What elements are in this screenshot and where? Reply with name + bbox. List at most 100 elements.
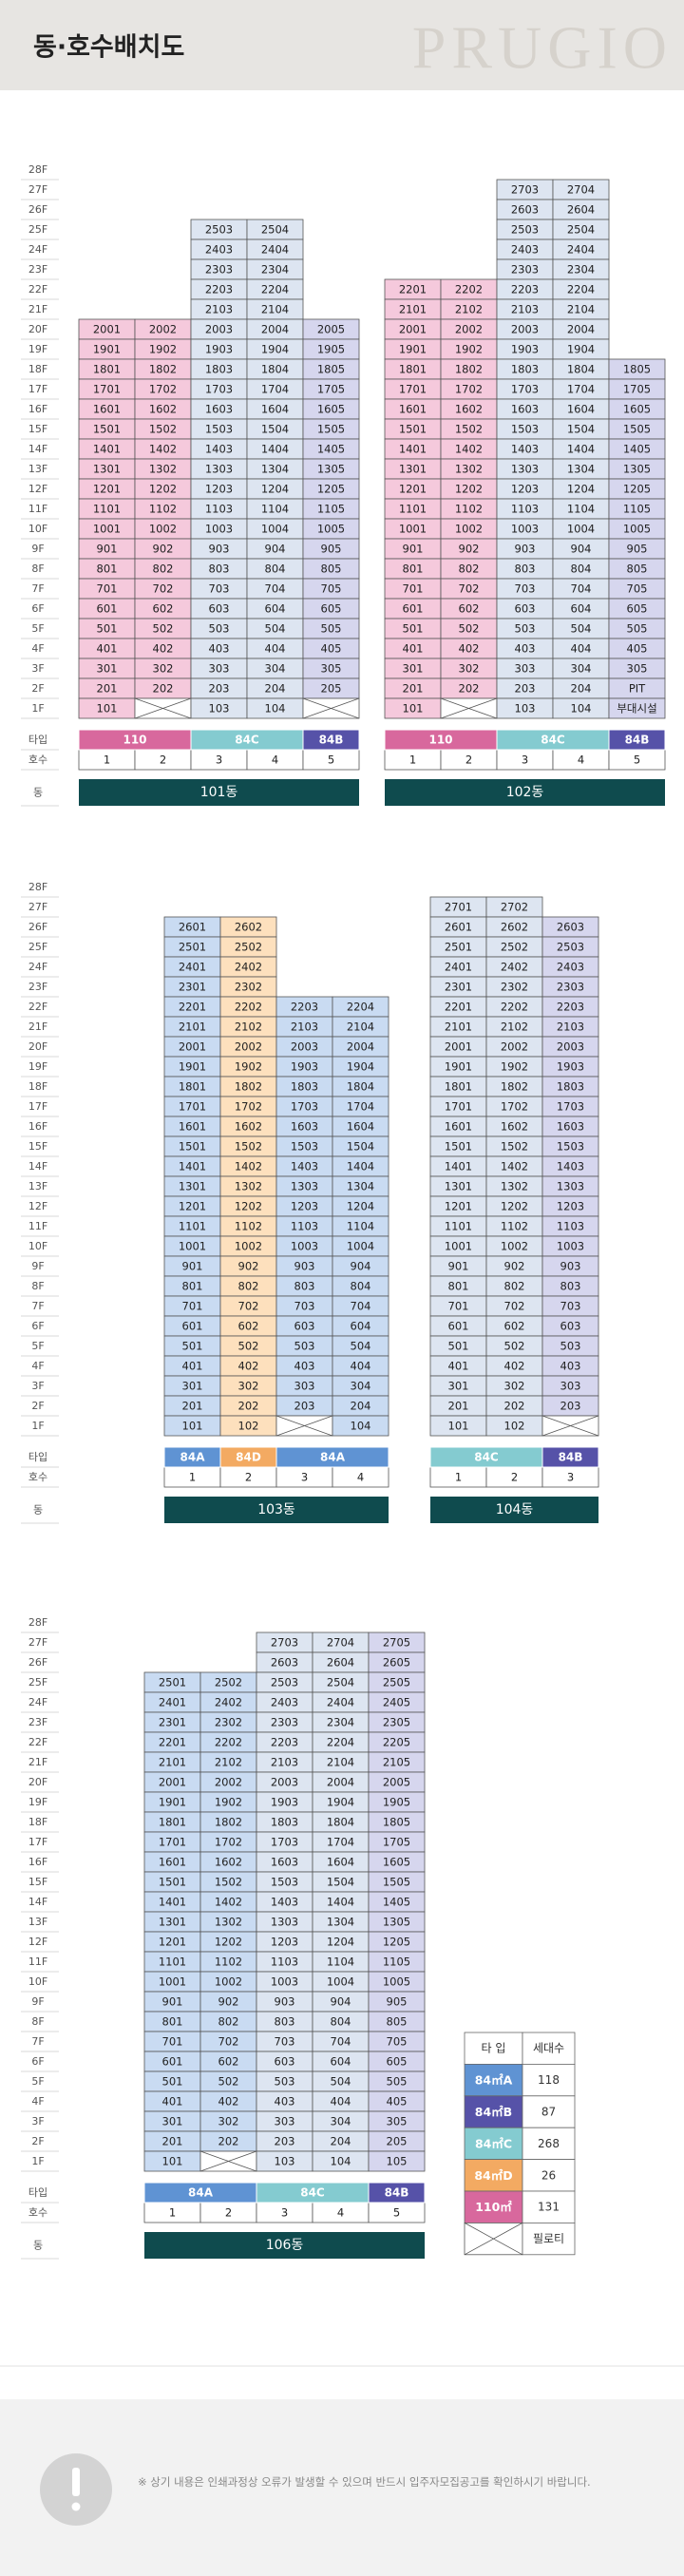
unit-number: 1203	[557, 1200, 584, 1213]
unit-number: 2505	[383, 1676, 410, 1689]
floor-label: 20F	[28, 323, 48, 335]
unit-number: 901	[162, 1995, 183, 2009]
unit-number: 2303	[271, 1716, 298, 1729]
legend-header: 세대수	[533, 2042, 564, 2055]
unit-number: 1202	[149, 483, 177, 496]
unit-number: 605	[321, 602, 342, 616]
unit-number: 503	[515, 622, 536, 636]
unit-number: 2003	[271, 1776, 298, 1789]
unit-number: 1002	[215, 1975, 242, 1989]
unit-number: 2304	[327, 1716, 354, 1729]
unit-number: 1705	[383, 1836, 410, 1849]
line-number: 4	[578, 754, 584, 767]
unit-number: 1702	[235, 1100, 262, 1114]
unit-number: 1202	[235, 1200, 262, 1213]
unit-number: 901	[182, 1260, 203, 1273]
unit-number: 602	[153, 602, 174, 616]
page-title: 동·호수배치도	[33, 33, 184, 63]
line-number: 3	[216, 754, 222, 767]
unit-number: 1503	[271, 1876, 298, 1889]
unit-number: 1801	[159, 1816, 186, 1829]
unit-number: 805	[387, 2015, 408, 2029]
unit-number: 504	[351, 1340, 371, 1353]
unit-number: 801	[97, 563, 118, 576]
line-number: 1	[169, 2206, 176, 2220]
floor-label: 7F	[31, 1300, 44, 1312]
floor-label: 26F	[28, 203, 48, 216]
unit-number: 2705	[383, 1636, 410, 1650]
unit-number: 1901	[159, 1796, 186, 1809]
legend-count: 268	[538, 2137, 560, 2150]
floor-label: 2F	[31, 2135, 44, 2147]
unit-number: 802	[218, 2015, 239, 2029]
unit-number: 2104	[327, 1756, 354, 1769]
unit-number: 902	[504, 1260, 525, 1273]
unit-number: 301	[182, 1380, 203, 1393]
unit-number: 2301	[159, 1716, 186, 1729]
floor-label: 19F	[28, 1060, 48, 1073]
unit-number: 604	[265, 602, 286, 616]
unit-number: 2004	[567, 323, 595, 336]
unit-number: 104	[571, 702, 592, 716]
unit-number: 2204	[567, 283, 595, 296]
legend-count: 118	[538, 2073, 560, 2087]
unit-number: 2205	[383, 1736, 410, 1749]
unit-number: 1703	[271, 1836, 298, 1849]
line-number: 5	[328, 754, 334, 767]
unit-number: 1303	[511, 463, 539, 476]
unit-number: 403	[275, 2095, 295, 2109]
unit-number: 1204	[347, 1200, 374, 1213]
unit-number: 401	[97, 642, 118, 656]
building-bar	[385, 779, 665, 806]
unit-number: 703	[275, 2035, 295, 2049]
unit-number: 1204	[261, 483, 289, 496]
building-bar	[430, 1497, 598, 1523]
unit-cell	[332, 1415, 390, 1437]
unit-number: 904	[331, 1995, 352, 2009]
type-label: 84B	[625, 734, 650, 747]
unit-number: 1205	[383, 1936, 410, 1949]
unit-number: 502	[238, 1340, 259, 1353]
unit-number: 502	[218, 2075, 239, 2089]
unit-number: 605	[387, 2055, 408, 2069]
unit-number: 2301	[445, 981, 472, 994]
floor-label: 17F	[28, 1836, 48, 1848]
floor-label: 21F	[28, 1021, 48, 1033]
unit-number: 2101	[399, 303, 427, 316]
unit-number: 1201	[445, 1200, 472, 1213]
type-label: 84A	[320, 1451, 346, 1464]
floor-label: 5F	[31, 1340, 44, 1352]
unit-number: 601	[162, 2055, 183, 2069]
legend-header-cell	[464, 2032, 523, 2065]
floor-label: 9F	[31, 1260, 44, 1272]
unit-number: 2502	[215, 1676, 242, 1689]
unit-number: 1001	[93, 523, 121, 536]
row-label: 호수	[28, 2206, 48, 2219]
unit-number: 2002	[149, 323, 177, 336]
unit-number: 402	[459, 642, 480, 656]
unit-number: 302	[504, 1380, 525, 1393]
unit-number: 1501	[399, 423, 427, 436]
floor-label: 19F	[28, 1796, 48, 1808]
floor-label: 26F	[28, 1656, 48, 1669]
floor-label: 1F	[31, 2155, 44, 2167]
unit-number: PIT	[629, 682, 646, 696]
unit-number: 1201	[399, 483, 427, 496]
unit-number: 1703	[291, 1100, 318, 1114]
unit-number: 1102	[455, 503, 483, 516]
unit-number: 1601	[445, 1120, 472, 1134]
unit-number: 1602	[501, 1120, 528, 1134]
floor-label: 18F	[28, 363, 48, 375]
row-label: 동	[33, 1504, 43, 1517]
floor-label: 25F	[28, 941, 48, 953]
unit-number: 705	[387, 2035, 408, 2049]
unit-number: 703	[515, 582, 536, 596]
floor-label: 14F	[28, 1160, 48, 1173]
unit-number: 2203	[271, 1736, 298, 1749]
unit-number: 2303	[205, 263, 233, 277]
unit-number: 2001	[399, 323, 427, 336]
unit-number: 2101	[445, 1021, 472, 1034]
building-name: 102동	[506, 785, 544, 800]
floor-label: 22F	[28, 1001, 48, 1013]
floor-label: 10F	[28, 1240, 48, 1252]
